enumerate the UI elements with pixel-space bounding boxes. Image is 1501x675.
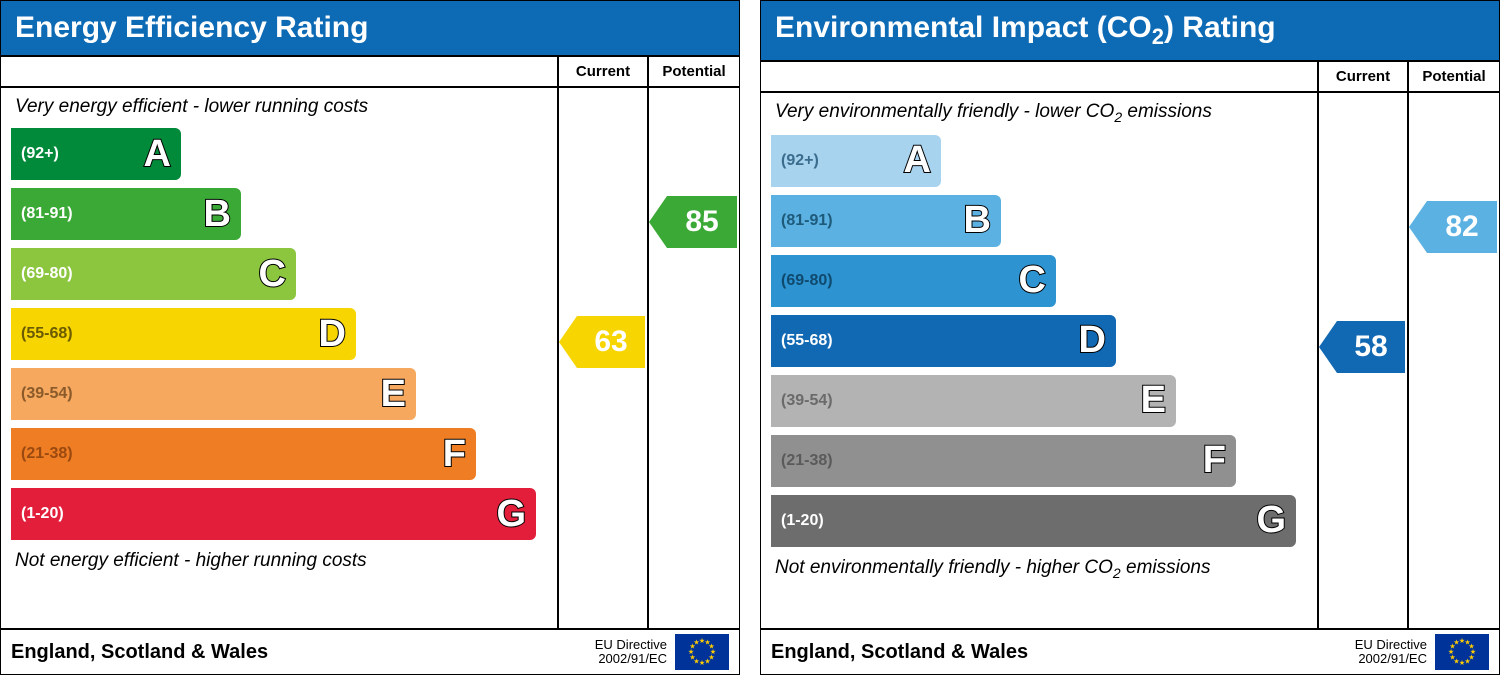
- band-letter: B: [964, 199, 991, 242]
- panel-title: Environmental Impact (CO2) Rating: [761, 1, 1499, 60]
- band-row: (69-80) C: [1, 244, 557, 304]
- potential-rating-pointer: 82: [1409, 201, 1497, 253]
- potential-rating-value: 82: [1427, 201, 1497, 253]
- bottom-caption: Not environmentally friendly - higher CO…: [761, 551, 1317, 589]
- potential-column: 85: [649, 88, 739, 628]
- band-row: (92+) A: [1, 124, 557, 184]
- band-letter: G: [1256, 499, 1286, 542]
- band-letter: E: [381, 373, 406, 416]
- energy-efficiency-panel: Energy Efficiency Rating Current Potenti…: [0, 0, 740, 675]
- band-rows: (92+) A (81-91) B (69-80) C (55-68) D (39-54) E (2…: [1, 124, 557, 544]
- column-header-row: Current Potential: [761, 60, 1499, 93]
- band-bar-a: (92+) A: [11, 128, 181, 180]
- band-range: (69-80): [771, 272, 833, 290]
- band-row: (1-20) G: [761, 491, 1317, 551]
- band-bar-c: (69-80) C: [11, 248, 296, 300]
- band-bar-b: (81-91) B: [771, 195, 1001, 247]
- panel-footer: England, Scotland & Wales EU Directive 2…: [1, 628, 739, 674]
- band-letter: A: [904, 139, 931, 182]
- column-header-row: Current Potential: [1, 55, 739, 88]
- band-row: (21-38) F: [761, 431, 1317, 491]
- band-bar-d: (55-68) D: [11, 308, 356, 360]
- band-row: (81-91) B: [761, 191, 1317, 251]
- chart-area: Very environmentally friendly - lower CO…: [761, 93, 1499, 628]
- bands-column: Very energy efficient - lower running co…: [1, 88, 559, 628]
- footer-directive: EU Directive 2002/91/EC: [595, 638, 667, 667]
- band-range: (55-68): [11, 325, 73, 343]
- band-range: (81-91): [11, 205, 73, 223]
- band-bar-f: (21-38) F: [771, 435, 1236, 487]
- band-bar-c: (69-80) C: [771, 255, 1056, 307]
- column-potential: Potential: [649, 57, 739, 86]
- band-letter: A: [144, 133, 171, 176]
- band-range: (81-91): [771, 212, 833, 230]
- column-current: Current: [559, 57, 649, 86]
- potential-rating-pointer: 85: [649, 196, 737, 248]
- band-range: (1-20): [11, 505, 64, 523]
- current-rating-value: 63: [577, 316, 645, 368]
- band-range: (39-54): [11, 385, 73, 403]
- band-row: (92+) A: [761, 131, 1317, 191]
- panel-title: Energy Efficiency Rating: [1, 1, 739, 55]
- band-letter: G: [496, 493, 526, 536]
- bands-column: Very environmentally friendly - lower CO…: [761, 93, 1319, 628]
- band-letter: F: [443, 433, 466, 476]
- band-range: (92+): [771, 152, 819, 170]
- eu-flag-icon: ★★★★★★★★★★★★: [1435, 634, 1489, 670]
- band-letter: F: [1203, 439, 1226, 482]
- band-letter: D: [1079, 319, 1106, 362]
- band-bar-e: (39-54) E: [771, 375, 1176, 427]
- environmental-impact-panel: Environmental Impact (CO2) Rating Curren…: [760, 0, 1500, 675]
- top-caption: Very energy efficient - lower running co…: [1, 96, 557, 124]
- band-bar-f: (21-38) F: [11, 428, 476, 480]
- band-row: (69-80) C: [761, 251, 1317, 311]
- band-letter: C: [1019, 259, 1046, 302]
- band-row: (55-68) D: [1, 304, 557, 364]
- band-bar-a: (92+) A: [771, 135, 941, 187]
- potential-column: 82: [1409, 93, 1499, 628]
- band-range: (55-68): [771, 332, 833, 350]
- band-rows: (92+) A (81-91) B (69-80) C (55-68) D (39-54) E (2…: [761, 131, 1317, 551]
- band-bar-e: (39-54) E: [11, 368, 416, 420]
- band-range: (1-20): [771, 512, 824, 530]
- band-bar-g: (1-20) G: [771, 495, 1296, 547]
- top-caption: Very environmentally friendly - lower CO…: [761, 101, 1317, 131]
- band-range: (69-80): [11, 265, 73, 283]
- band-range: (39-54): [771, 392, 833, 410]
- footer-region: England, Scotland & Wales: [11, 641, 595, 664]
- eu-flag-icon: ★★★★★★★★★★★★: [675, 634, 729, 670]
- column-current: Current: [1319, 62, 1409, 91]
- current-rating-pointer: 63: [559, 316, 645, 368]
- current-rating-value: 58: [1337, 321, 1405, 373]
- band-bar-b: (81-91) B: [11, 188, 241, 240]
- potential-rating-value: 85: [667, 196, 737, 248]
- band-range: (21-38): [771, 452, 833, 470]
- footer-directive: EU Directive 2002/91/EC: [1355, 638, 1427, 667]
- column-potential: Potential: [1409, 62, 1499, 91]
- panel-footer: England, Scotland & Wales EU Directive 2…: [761, 628, 1499, 674]
- band-row: (21-38) F: [1, 424, 557, 484]
- band-range: (21-38): [11, 445, 73, 463]
- band-row: (39-54) E: [761, 371, 1317, 431]
- band-row: (81-91) B: [1, 184, 557, 244]
- current-column: 63: [559, 88, 649, 628]
- band-bar-g: (1-20) G: [11, 488, 536, 540]
- band-row: (55-68) D: [761, 311, 1317, 371]
- band-bar-d: (55-68) D: [771, 315, 1116, 367]
- current-column: 58: [1319, 93, 1409, 628]
- band-letter: D: [319, 313, 346, 356]
- band-row: (39-54) E: [1, 364, 557, 424]
- current-rating-pointer: 58: [1319, 321, 1405, 373]
- chart-area: Very energy efficient - lower running co…: [1, 88, 739, 628]
- band-range: (92+): [11, 145, 59, 163]
- band-letter: C: [259, 253, 286, 296]
- band-letter: E: [1141, 379, 1166, 422]
- footer-region: England, Scotland & Wales: [771, 641, 1355, 664]
- bottom-caption: Not energy efficient - higher running co…: [1, 544, 557, 580]
- band-row: (1-20) G: [1, 484, 557, 544]
- band-letter: B: [204, 193, 231, 236]
